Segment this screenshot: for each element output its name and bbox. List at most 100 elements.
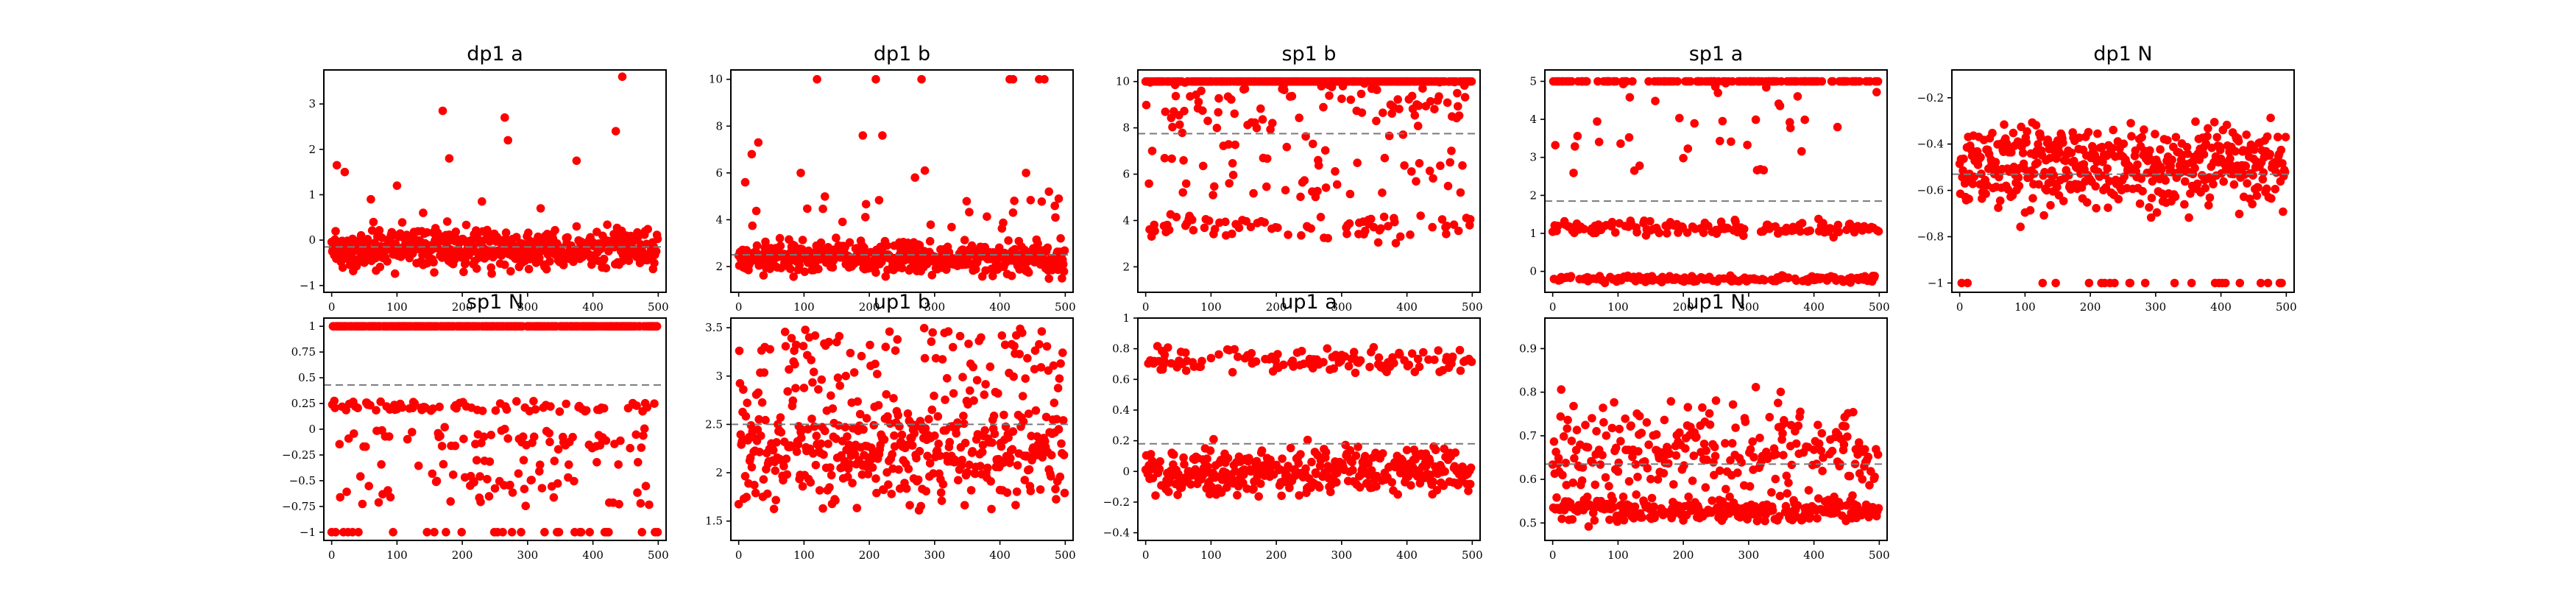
data-point: [2023, 127, 2031, 136]
x-tick-label: 500: [1055, 300, 1076, 314]
data-point: [2030, 169, 2039, 178]
data-point: [1628, 452, 1637, 462]
data-point: [386, 493, 395, 502]
data-point: [1737, 458, 1746, 467]
data-point: [1440, 444, 1448, 454]
data-point: [1797, 147, 1806, 156]
data-point: [1230, 345, 1239, 354]
data-point: [336, 493, 345, 502]
data-point: [757, 431, 765, 440]
data-point: [1024, 409, 1033, 418]
data-point: [1628, 77, 1637, 86]
data-point: [1197, 356, 1206, 366]
data-point: [1314, 483, 1324, 492]
x-tick-label: 200: [1673, 549, 1694, 562]
data-point: [1418, 84, 1427, 93]
data-point: [772, 438, 781, 447]
data-point: [1326, 487, 1335, 496]
data-point: [889, 394, 898, 403]
data-point: [1379, 449, 1387, 458]
y-tick-label: 0: [1529, 265, 1537, 278]
x-tick-label: 0: [328, 549, 336, 562]
data-point: [1280, 85, 1289, 94]
y-tick-label: 2: [715, 260, 723, 273]
data-point: [478, 197, 486, 206]
data-point: [1791, 276, 1801, 286]
data-point: [1273, 350, 1282, 359]
data-point: [1037, 197, 1047, 206]
data-point: [1568, 515, 1577, 524]
data-point: [843, 432, 852, 441]
data-point: [1425, 456, 1434, 466]
x-tick-label: 100: [1200, 549, 1222, 562]
data-point: [1151, 491, 1160, 500]
data-point: [1170, 450, 1178, 459]
data-point: [743, 398, 751, 407]
data-point: [1296, 192, 1305, 202]
data-point: [983, 212, 991, 222]
data-point: [1829, 233, 1838, 242]
data-point: [1210, 225, 1220, 234]
data-point: [968, 447, 977, 456]
data-point: [1037, 327, 1047, 336]
data-point: [595, 441, 605, 450]
x-tick-label: 0: [1956, 300, 1964, 314]
data-point: [2248, 200, 2257, 208]
data-point: [1768, 506, 1777, 515]
data-point: [330, 396, 339, 406]
data-point: [1800, 115, 1809, 124]
data-point: [2034, 140, 2042, 149]
y-tick-label: −0.5: [289, 474, 316, 487]
data-point: [491, 406, 500, 415]
data-point: [1633, 473, 1642, 482]
data-point: [1364, 459, 1373, 468]
data-point: [852, 504, 862, 512]
data-point: [1553, 222, 1563, 230]
data-point: [2092, 204, 2101, 213]
data-point: [1751, 115, 1761, 124]
data-point: [1772, 450, 1780, 459]
data-point: [2043, 135, 2053, 144]
data-point: [1631, 460, 1641, 469]
data-point: [1466, 463, 1476, 473]
data-point: [987, 504, 996, 514]
data-point: [369, 217, 378, 227]
data-point: [1762, 448, 1771, 456]
data-point: [506, 267, 515, 276]
data-point: [450, 255, 459, 264]
data-point: [759, 271, 768, 280]
data-point: [1057, 439, 1066, 448]
data-point: [2014, 173, 2023, 182]
data-point: [1160, 154, 1170, 163]
data-point: [832, 233, 841, 242]
data-point: [1214, 94, 1223, 103]
data-point: [2146, 213, 2156, 222]
data-point: [747, 462, 757, 472]
data-point: [1206, 446, 1215, 455]
data-point: [786, 442, 796, 451]
axes-frame: [730, 69, 1074, 293]
data-point: [776, 413, 785, 422]
data-point: [1268, 119, 1277, 127]
data-point: [1281, 186, 1290, 195]
data-point: [890, 442, 899, 451]
data-point: [1976, 152, 1985, 162]
data-point: [1702, 455, 1711, 465]
data-point: [457, 528, 466, 537]
data-point: [500, 424, 509, 434]
data-point: [653, 528, 662, 537]
data-point: [1060, 488, 1069, 498]
data-point: [1625, 93, 1635, 102]
data-point: [1644, 77, 1653, 86]
data-point: [2230, 169, 2239, 177]
data-point: [1566, 272, 1576, 281]
data-point: [378, 233, 386, 242]
data-point: [1378, 188, 1387, 197]
data-point: [824, 440, 832, 448]
data-point: [599, 403, 609, 413]
data-point: [500, 113, 509, 122]
data-point: [792, 447, 802, 456]
data-point: [1407, 167, 1416, 176]
